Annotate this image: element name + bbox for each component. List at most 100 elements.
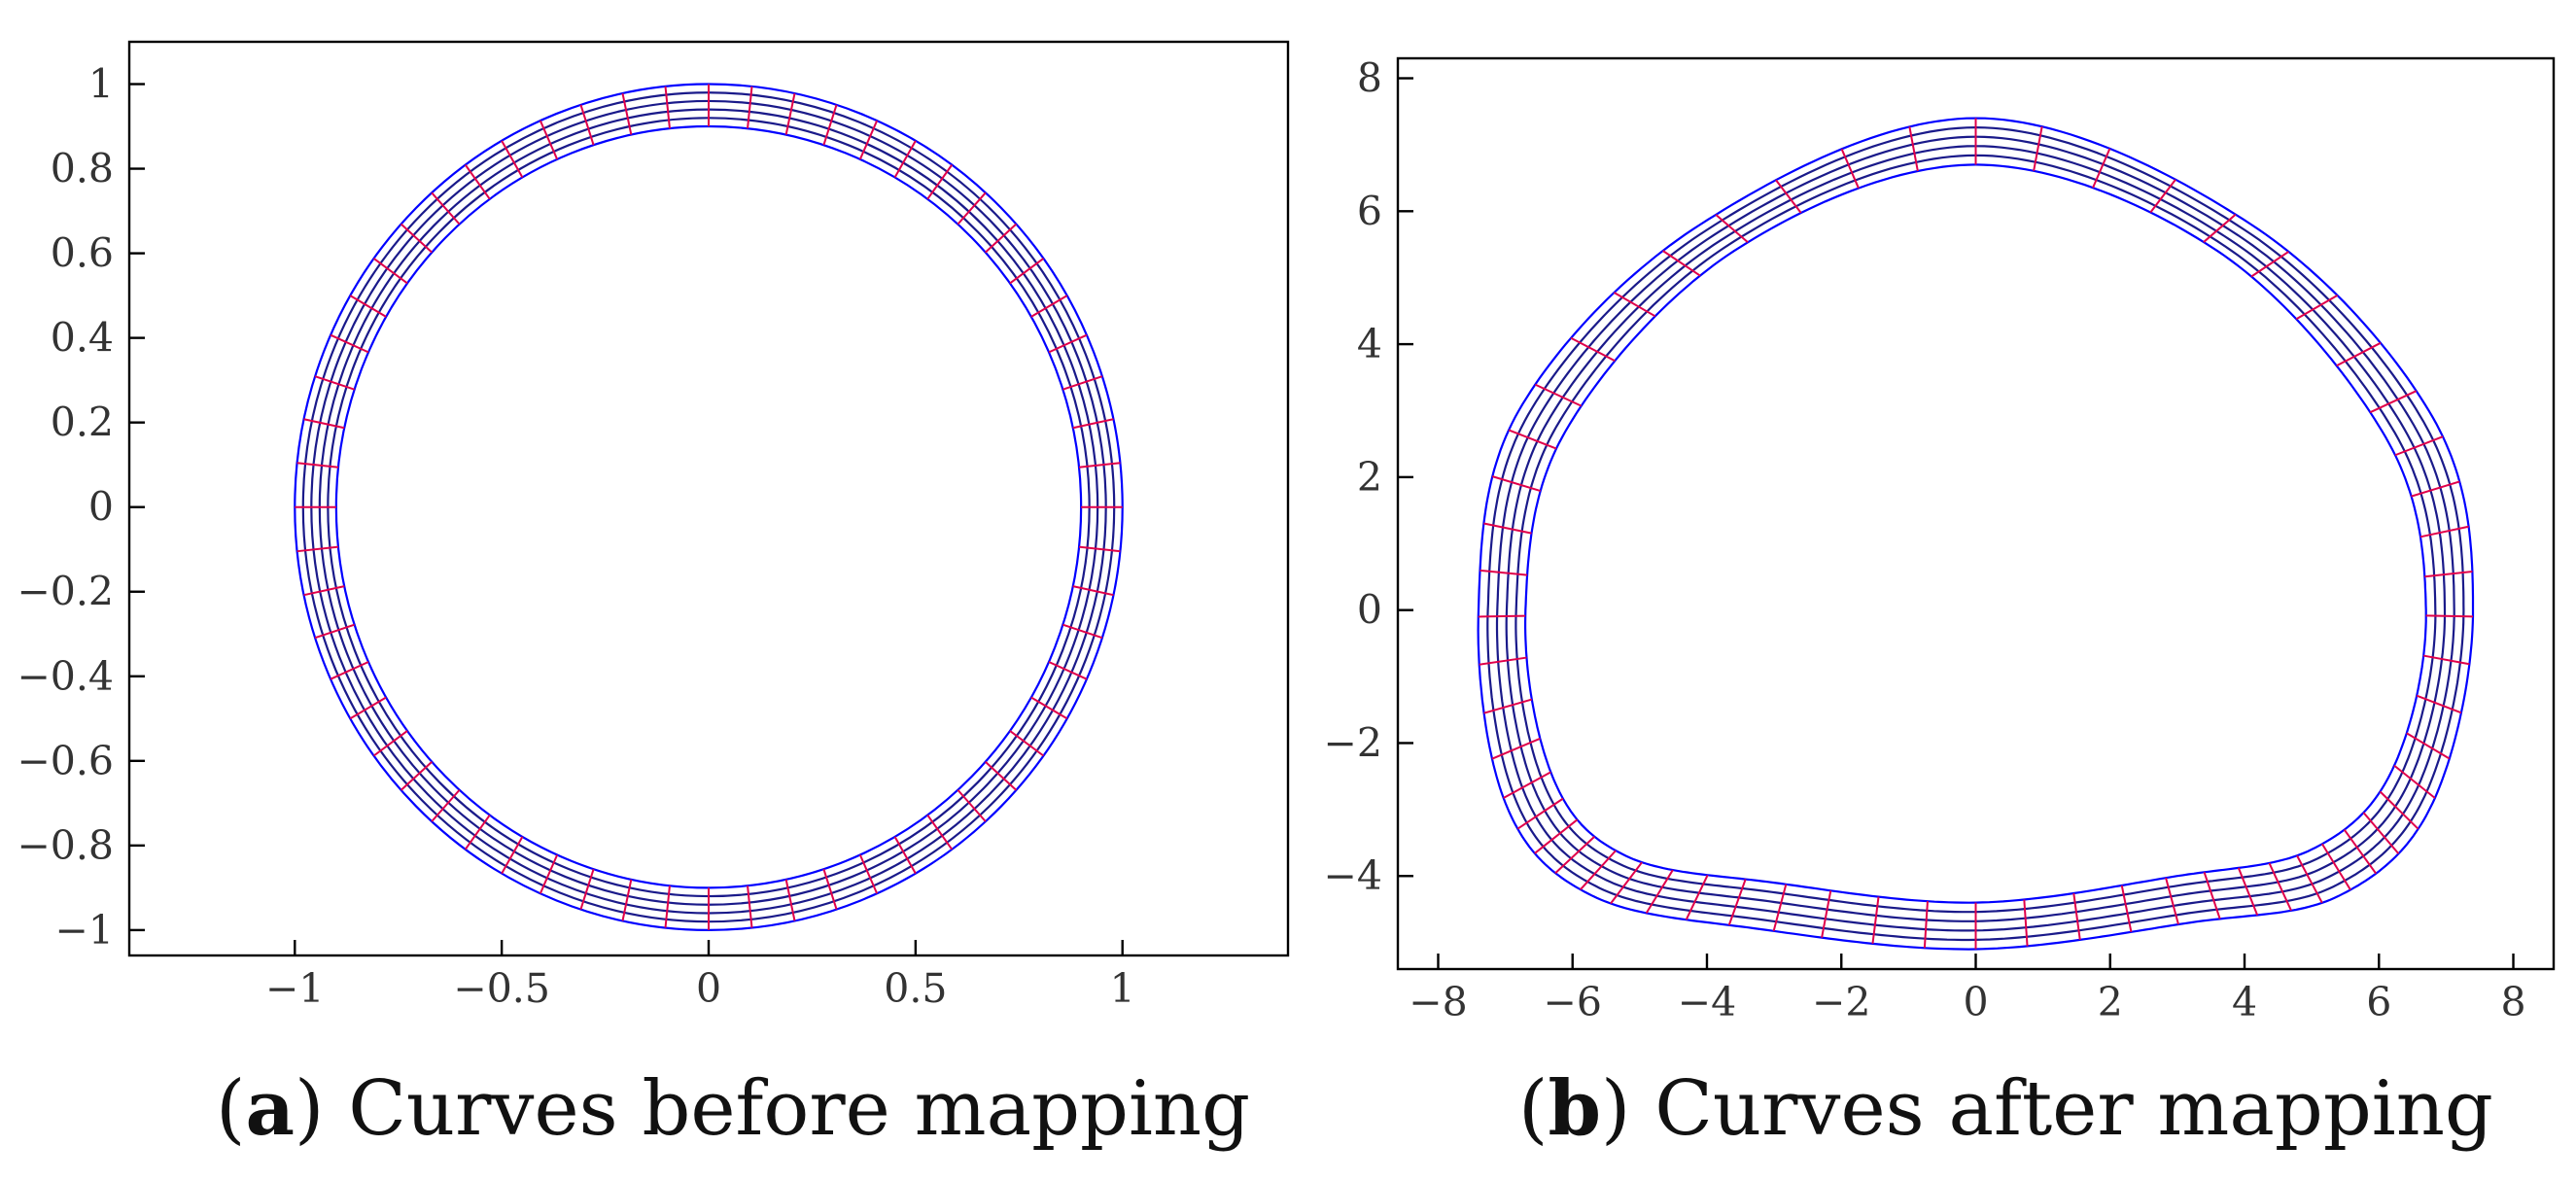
panel-b-radial-segment bbox=[1662, 250, 1701, 277]
panel-b-radial-segment bbox=[1727, 879, 1747, 926]
panel-b-radial-segment bbox=[2023, 899, 2029, 947]
panel-a-radial-segment bbox=[621, 879, 633, 921]
panel-a-radial-segment bbox=[501, 140, 524, 179]
panel-a-x-tick-label: 1 bbox=[1110, 965, 1135, 1012]
caption-b: (b) Curves after mapping bbox=[1518, 1064, 2493, 1153]
panel-b-radial-segment bbox=[1775, 179, 1802, 214]
panel-a-radial-segment bbox=[747, 86, 753, 129]
panel-b-radial-segment bbox=[1503, 771, 1551, 799]
panel-a-y-tick-label: 1 bbox=[88, 61, 114, 108]
panel-b-y-tick-label: −4 bbox=[1324, 852, 1382, 899]
panel-a-radial-segment bbox=[822, 104, 838, 146]
panel-a-radial-segment bbox=[539, 854, 559, 894]
panel-a-y-tick-label: −0.2 bbox=[17, 569, 114, 615]
panel-b-y-tick-label: 0 bbox=[1357, 587, 1382, 634]
panel-b-x-tick-label: −8 bbox=[1409, 979, 1467, 1025]
panel-b-radial-segment bbox=[1479, 569, 1528, 576]
panel-b-plot: −8 −6 −4 −2 0 2 4 6 8 8 6 4 2 0 −2 −4 bbox=[1324, 55, 2556, 1025]
panel-a-y-tick-label: 0.2 bbox=[51, 399, 114, 446]
panel-b-radial-segment bbox=[2165, 877, 2179, 925]
panel-b-radial-segment bbox=[1570, 336, 1616, 363]
panel-b-radial-segment bbox=[2406, 732, 2451, 760]
caption-a-text: Curves before mapping bbox=[348, 1065, 1251, 1153]
panel-b-x-tick-label: 4 bbox=[2232, 979, 2257, 1025]
panel-b-radial-segment bbox=[2393, 764, 2436, 799]
panel-b-radial-segment bbox=[2425, 614, 2474, 618]
panel-b-radial-segment bbox=[2250, 251, 2289, 278]
panel-b-radial-segment bbox=[1645, 869, 1674, 914]
panel-b-radial-segment bbox=[2072, 892, 2081, 941]
caption-b-label: b bbox=[1548, 1064, 1601, 1153]
caption-b-text: Curves after mapping bbox=[1654, 1065, 2493, 1153]
panel-a-radial-segment bbox=[400, 223, 433, 254]
panel-a-radial-segment bbox=[926, 164, 954, 200]
panel-a-radial-segment bbox=[893, 140, 917, 179]
panel-b-radial-segment bbox=[1821, 890, 1832, 938]
panel-b-radial-segment bbox=[1715, 214, 1749, 244]
panel-a-radial-segment bbox=[1048, 661, 1088, 680]
panel-a-radial-segment bbox=[664, 885, 671, 928]
panel-a-radial-segment bbox=[501, 836, 524, 875]
panel-a-radial-segment bbox=[1030, 696, 1068, 720]
panel-b-radial-segment bbox=[1685, 874, 1709, 920]
panel-b-radial-segment bbox=[1923, 901, 1929, 949]
panel-b-radial-segment bbox=[2268, 862, 2292, 912]
panel-a-radial-segment bbox=[664, 86, 671, 129]
panel-b-radial-segment bbox=[2416, 694, 2462, 714]
panel-b-radial-segment bbox=[2419, 525, 2469, 538]
panel-b-radial-segment bbox=[2336, 341, 2382, 367]
panel-b-radial-segment bbox=[1772, 884, 1788, 932]
panel-a-radial-segment bbox=[1072, 418, 1114, 430]
panel-b-radial-segment bbox=[1479, 656, 1527, 666]
panel-a-radial-segment bbox=[464, 164, 491, 200]
panel-b-x-tick-label: −2 bbox=[1812, 979, 1870, 1025]
panel-a-radial-segment bbox=[400, 761, 433, 791]
panel-a-radial-segment bbox=[539, 120, 559, 160]
panel-a-y-tick-label: 0.4 bbox=[51, 315, 114, 362]
panel-a-ring-curve bbox=[334, 124, 1083, 889]
panel-b-radial-segment bbox=[2321, 843, 2351, 890]
panel-a-radial-segment bbox=[314, 375, 355, 391]
panel-b-radial-segment bbox=[1580, 850, 1617, 890]
panel-a-plot: −1 −0.5 0 0.5 1 1 0.8 0.6 0.4 0.2 0 −0.2 −0.4 −0.6 −0.… bbox=[17, 40, 1290, 1012]
panel-b-radial-segment bbox=[1610, 861, 1643, 905]
panel-b-radial-segment bbox=[1840, 148, 1860, 189]
panel-b-radial-segment bbox=[2379, 790, 2419, 830]
panel-a-radial-segment bbox=[303, 418, 345, 430]
panel-a-radial-segment bbox=[296, 462, 339, 469]
panel-a-radial-segment bbox=[330, 661, 369, 680]
panel-b-y-tick-label: −2 bbox=[1324, 719, 1382, 766]
panel-b-radial-segment bbox=[1613, 292, 1656, 318]
panel-a-x-tick-label: 0 bbox=[696, 965, 721, 1012]
panel-b-radial-segment bbox=[1554, 835, 1595, 874]
panel-a-radial-segment bbox=[1009, 258, 1045, 285]
panel-b-radial-segment bbox=[2237, 867, 2259, 916]
panel-b-x-tick-label: 2 bbox=[2098, 979, 2123, 1025]
panel-b-radial-segment bbox=[2092, 148, 2111, 189]
panel-a-radial-segment bbox=[1078, 462, 1121, 469]
panel-b-y-tick-label: 2 bbox=[1357, 454, 1382, 501]
panel-a-radial-segment bbox=[621, 92, 633, 135]
panel-a-radial-segment bbox=[747, 885, 753, 928]
panel-a-radial-segment bbox=[1078, 545, 1121, 553]
panel-a-x-tick-label: −0.5 bbox=[453, 965, 550, 1012]
panel-b-radial-segment bbox=[1483, 698, 1533, 714]
panel-b-radial-segment bbox=[2424, 571, 2473, 578]
panel-b-radial-segment bbox=[1478, 614, 1526, 618]
panel-a-ring-curve bbox=[301, 91, 1116, 923]
panel-a-radial-segment bbox=[431, 191, 461, 226]
panel-a-radial-segment bbox=[349, 696, 387, 720]
panel-a-radial-segment bbox=[464, 814, 491, 850]
panel-a-radial-segment bbox=[372, 258, 408, 285]
panel-a-y-tick-label: −0.4 bbox=[17, 653, 114, 700]
panel-b-x-tick-label: 8 bbox=[2500, 979, 2525, 1025]
panel-a-radial-segment bbox=[303, 585, 345, 597]
panel-b-ring-curve bbox=[1477, 117, 2475, 951]
panel-b-x-tick-label: 6 bbox=[2366, 979, 2391, 1025]
panel-b-radial-segment bbox=[2343, 829, 2378, 875]
panel-b-y-tick-label: 6 bbox=[1357, 188, 1382, 234]
panel-a-radial-segment bbox=[372, 730, 408, 757]
panel-b-radial-segment bbox=[1516, 797, 1564, 830]
panel-b-radial-segment bbox=[2422, 654, 2470, 666]
